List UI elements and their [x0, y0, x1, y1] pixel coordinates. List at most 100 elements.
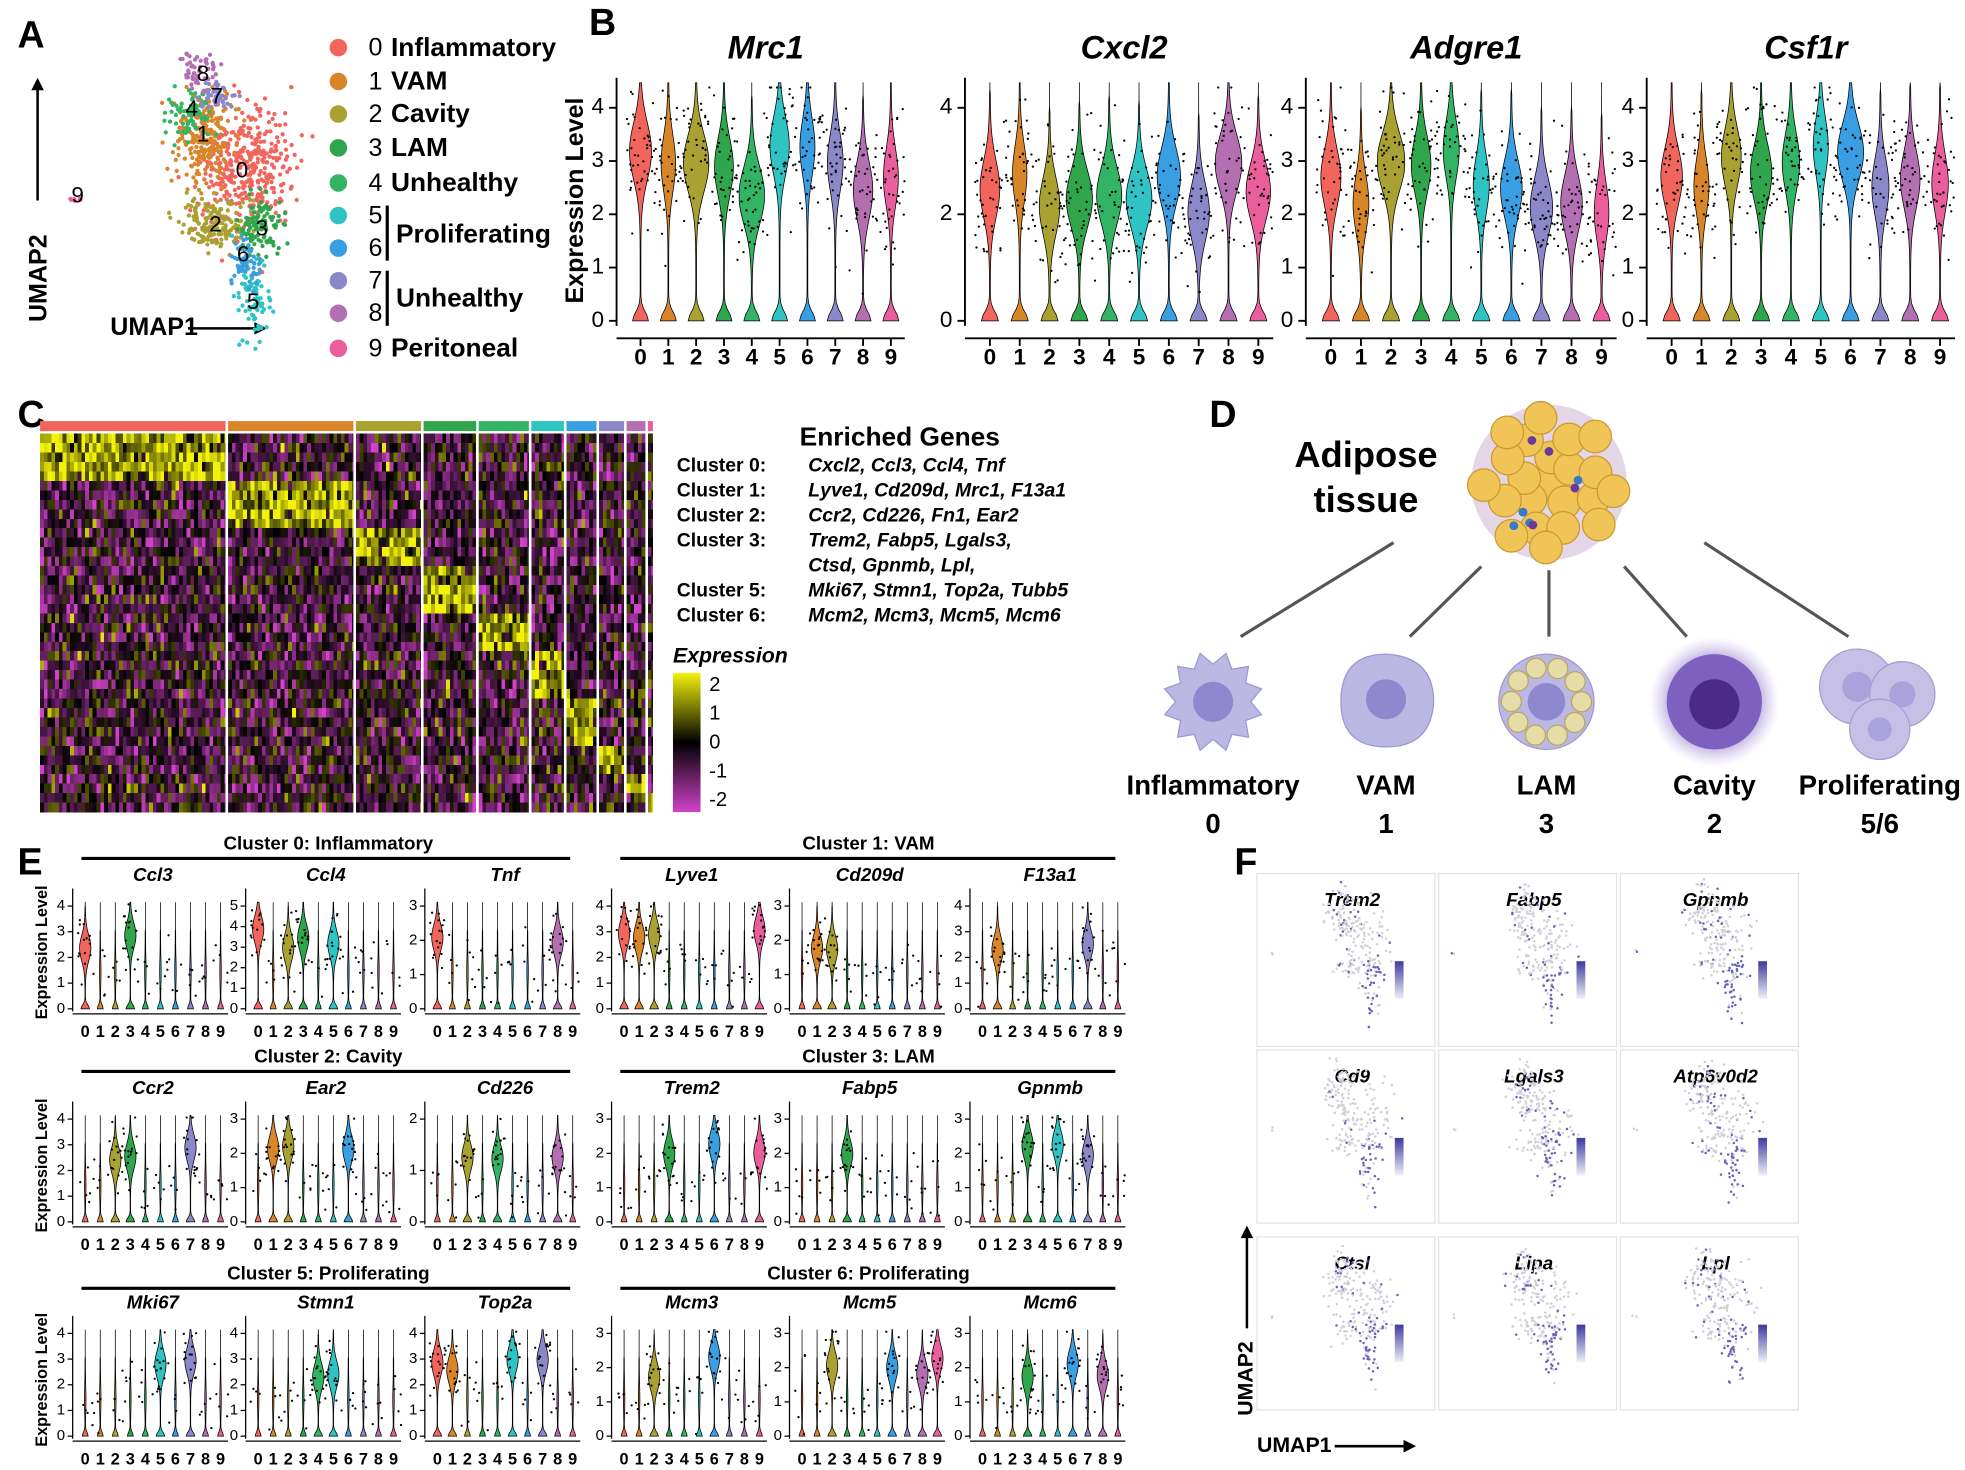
heatmap-cell [141, 556, 146, 567]
heatmap-cell [134, 537, 138, 548]
heatmap-cell [175, 689, 180, 699]
heatmap-cell [175, 774, 180, 785]
heatmap-cell [96, 575, 101, 586]
umap-dot [174, 103, 179, 108]
cell-dot [1031, 214, 1034, 217]
heatmap-cell [92, 556, 97, 567]
cell-dot [1839, 141, 1842, 144]
cell-dot [1364, 214, 1367, 218]
cell-dot [1214, 192, 1218, 195]
heatmap-cell [198, 689, 202, 699]
cell-dot [1339, 230, 1342, 233]
cell-dot [1005, 176, 1008, 179]
heatmap-cell [190, 783, 195, 794]
cell-dot [723, 106, 726, 109]
heatmap-cell [209, 471, 214, 482]
cell-dot [1580, 205, 1584, 208]
heatmap-cell [194, 499, 199, 510]
cell-dot [1139, 232, 1142, 235]
heatmap-cell [152, 651, 157, 662]
heatmap-cell [141, 613, 146, 624]
cell-dot [1378, 110, 1382, 113]
umap-dot [242, 281, 247, 287]
heatmap-cell [160, 537, 165, 548]
heatmap-cell [100, 736, 105, 747]
heatmap-cell [194, 603, 199, 614]
umap-dot [232, 150, 237, 155]
heatmap-cell [179, 594, 183, 605]
umap-dot [257, 256, 262, 262]
umap-dot [262, 263, 267, 268]
cell-dot [1926, 138, 1930, 142]
heatmap-cell [213, 603, 217, 614]
heatmap-cell [213, 622, 217, 633]
heatmap-cell [73, 461, 78, 472]
heatmap-cell [152, 566, 157, 576]
heatmap-cell [194, 528, 199, 539]
heatmap-cell [171, 471, 176, 482]
heatmap-cell [119, 622, 123, 633]
cell-dot [1936, 192, 1939, 195]
heatmap-cell [198, 461, 202, 472]
umap-dot [202, 226, 208, 231]
cell-dot [1691, 227, 1694, 230]
cell-dot [1613, 167, 1616, 171]
cell-dot [1435, 121, 1438, 124]
cell-dot [630, 147, 633, 150]
umap-dot [220, 133, 225, 138]
heatmap-cell [190, 707, 195, 718]
cell-dot [631, 92, 634, 96]
heatmap-cell [149, 660, 153, 671]
umap-dot [187, 108, 192, 114]
heatmap-cell [201, 575, 206, 586]
y-tick-label: 4 [940, 94, 953, 119]
x-tick-label: 8 [1904, 344, 1917, 369]
cell-dot [1098, 205, 1101, 208]
cell-dot [1241, 169, 1245, 172]
heatmap-cell [213, 660, 217, 671]
cell-dot [763, 112, 766, 115]
cell-dot [1930, 200, 1933, 204]
umap-dot [256, 323, 261, 328]
umap-dot [213, 208, 218, 213]
heatmap-cell [111, 745, 116, 756]
heatmap-cell [171, 802, 176, 813]
cell-dot [1568, 188, 1571, 191]
cell-dot [1227, 241, 1231, 244]
heatmap-cell [62, 736, 67, 747]
heatmap-cell [182, 528, 187, 539]
heatmap-cell [205, 584, 210, 595]
umap-dot [252, 317, 257, 322]
umap-dot [257, 194, 262, 199]
cell-dot [804, 154, 807, 157]
heatmap-cell [167, 622, 172, 633]
cell-dot [1076, 188, 1079, 191]
cell-dot [703, 158, 707, 161]
heatmap-cell [119, 698, 123, 709]
heatmap-cell [198, 613, 202, 624]
heatmap-cell [156, 793, 161, 803]
heatmap-cell [47, 509, 52, 520]
heatmap-cell [85, 793, 89, 803]
heatmap-cell [201, 632, 206, 643]
heatmap-cell [152, 480, 157, 491]
cell-dot [1949, 180, 1952, 183]
heatmap-cell [111, 755, 116, 766]
heatmap-cell [88, 679, 93, 690]
heatmap-cell [175, 566, 180, 576]
cell-dot [1942, 234, 1946, 237]
heatmap-cell [179, 566, 183, 576]
cell-dot [1210, 173, 1213, 176]
umap-dot [250, 232, 255, 238]
cell-dot [1113, 203, 1116, 206]
heatmap-cell [73, 717, 78, 728]
heatmap-cell [194, 566, 199, 576]
umap-dot [273, 198, 278, 204]
heatmap-cell [119, 443, 123, 453]
heatmap-cell [137, 594, 142, 605]
heatmap-cell [220, 679, 225, 690]
cell-dot [1507, 231, 1510, 234]
heatmap-cell [70, 717, 74, 728]
umap-dot [235, 217, 240, 223]
heatmap-cell [62, 755, 67, 766]
